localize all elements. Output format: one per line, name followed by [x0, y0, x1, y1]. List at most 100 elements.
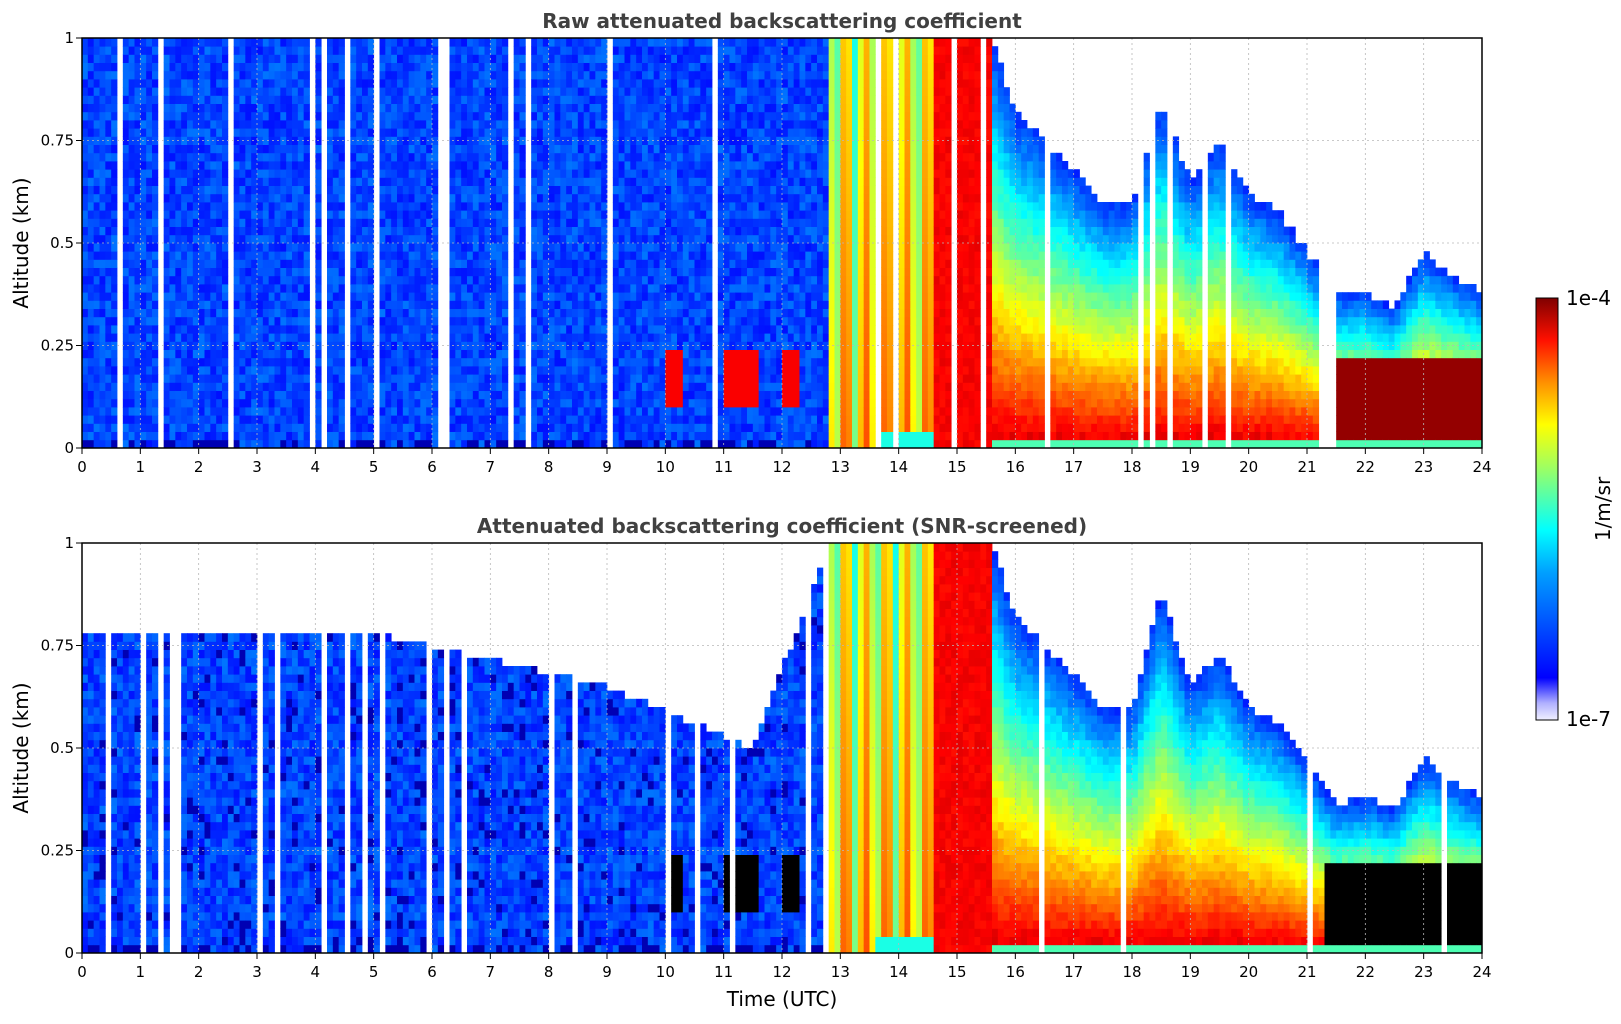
heatmap-cell — [402, 292, 410, 301]
heatmap-cell — [706, 210, 713, 219]
heatmap-cell — [257, 38, 264, 47]
heatmap-cell — [175, 407, 182, 416]
heatmap-cell — [175, 234, 182, 244]
heatmap-cell — [367, 161, 375, 170]
heatmap-cell — [187, 111, 194, 121]
heatmap-cell — [455, 87, 462, 96]
heatmap-cell — [204, 144, 211, 154]
heatmap-cell — [496, 284, 503, 293]
heatmap-cell — [414, 103, 421, 113]
heatmap-cell — [537, 46, 544, 55]
heatmap-cell — [222, 251, 229, 260]
heatmap-cell — [694, 325, 701, 334]
heatmap-cell — [274, 111, 281, 121]
heatmap-cell — [163, 136, 170, 145]
heatmap-cell — [694, 103, 701, 113]
heatmap-cell — [554, 128, 561, 137]
heatmap-cell — [647, 128, 655, 137]
heatmap-cell — [362, 161, 369, 170]
heatmap-cell — [140, 177, 147, 186]
heatmap-cell — [706, 439, 713, 448]
heatmap-cell — [280, 275, 287, 285]
heatmap-cell — [577, 202, 585, 211]
heatmap-cell — [671, 357, 678, 367]
heatmap-cell — [402, 54, 410, 63]
heatmap-cell — [379, 46, 386, 55]
heatmap-cell — [233, 431, 240, 441]
heatmap-cell — [706, 275, 713, 285]
heatmap-cell — [134, 95, 141, 104]
heatmap-cell — [385, 259, 392, 268]
heatmap-cell — [99, 316, 106, 326]
heatmap-cell — [700, 161, 707, 170]
heatmap-cell — [262, 62, 270, 72]
heatmap-cell — [338, 357, 345, 367]
heatmap-cell — [513, 169, 520, 178]
heatmap-cell — [105, 431, 112, 441]
heatmap-cell — [432, 177, 439, 186]
heatmap-cell — [245, 357, 252, 367]
heatmap-cell — [408, 79, 415, 88]
heatmap-cell — [362, 308, 369, 318]
heatmap-cell — [618, 210, 625, 219]
heatmap-cell — [531, 46, 538, 55]
heatmap-cell — [99, 169, 106, 178]
heatmap-cell — [700, 210, 707, 219]
heatmap-cell — [111, 431, 118, 441]
heatmap-cell — [134, 423, 141, 432]
heatmap-cell — [356, 333, 363, 342]
heatmap-cell — [402, 87, 410, 96]
heatmap-cell — [245, 333, 252, 342]
heatmap-cell — [286, 439, 293, 448]
heatmap-cell — [601, 374, 608, 383]
heatmap-cell — [414, 333, 421, 342]
heatmap-cell — [385, 185, 392, 195]
heatmap-cell — [624, 349, 631, 359]
heatmap-cell — [210, 120, 217, 129]
heatmap-cell — [426, 374, 433, 383]
heatmap-cell — [490, 275, 497, 285]
heatmap-cell — [222, 300, 229, 309]
heatmap-cell — [420, 169, 427, 178]
heatmap-cell — [589, 366, 596, 375]
heatmap-cell — [402, 218, 410, 227]
heatmap-cell — [682, 38, 690, 47]
heatmap-cell — [222, 415, 229, 424]
heatmap-cell — [274, 234, 281, 244]
heatmap-cell — [297, 325, 305, 334]
heatmap-cell — [472, 87, 480, 96]
heatmap-cell — [531, 284, 538, 293]
heatmap-cell — [414, 316, 421, 326]
heatmap-cell — [618, 79, 625, 88]
heatmap-cell — [338, 292, 345, 301]
heatmap-cell — [327, 144, 334, 154]
heatmap-cell — [595, 144, 602, 154]
heatmap-cell — [408, 316, 415, 326]
heatmap-cell — [327, 407, 334, 416]
heatmap-cell — [490, 234, 497, 244]
heatmap-cell — [572, 407, 579, 416]
heatmap-cell — [315, 366, 322, 375]
heatmap-cell — [204, 325, 211, 334]
heatmap-cell — [175, 251, 182, 260]
heatmap-cell — [210, 185, 217, 195]
heatmap-cell — [566, 144, 573, 154]
heatmap-cell — [105, 374, 112, 383]
heatmap-cell — [379, 234, 386, 244]
heatmap-cell — [93, 218, 100, 227]
heatmap-cell — [577, 161, 585, 170]
heatmap-cell — [169, 292, 176, 301]
heatmap-cell — [472, 357, 480, 367]
heatmap-cell — [618, 185, 625, 195]
heatmap-cell — [513, 193, 520, 203]
heatmap-cell — [554, 415, 561, 424]
heatmap-cell — [257, 292, 264, 301]
heatmap-cell — [274, 95, 281, 104]
heatmap-cell — [239, 128, 246, 137]
heatmap-cell — [204, 70, 211, 80]
heatmap-cell — [682, 398, 690, 408]
heatmap-cell — [408, 218, 415, 227]
heatmap-cell — [671, 95, 678, 104]
heatmap-cell — [601, 300, 608, 309]
heatmap-cell — [198, 292, 205, 301]
